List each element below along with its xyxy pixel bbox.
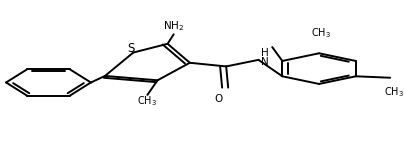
Text: CH$_3$: CH$_3$ [383, 85, 403, 99]
Text: CH$_3$: CH$_3$ [137, 95, 157, 108]
Text: S: S [127, 42, 134, 55]
Text: H
N: H N [260, 48, 268, 67]
Text: O: O [213, 94, 222, 104]
Text: CH$_3$: CH$_3$ [310, 26, 330, 40]
Text: NH$_2$: NH$_2$ [163, 19, 184, 33]
